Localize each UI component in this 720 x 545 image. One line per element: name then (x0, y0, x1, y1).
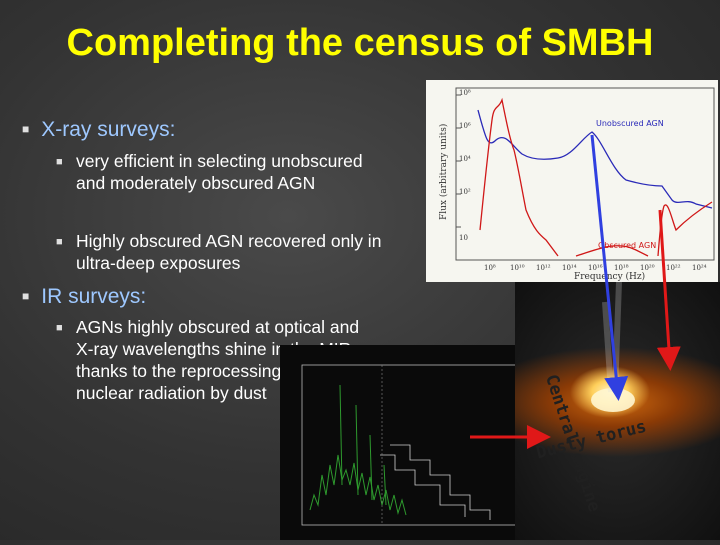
svg-text:10¹⁸: 10¹⁸ (614, 264, 629, 272)
svg-text:10⁶: 10⁶ (459, 122, 471, 130)
spectrum-plot (280, 345, 520, 540)
bullet-square-icon: ■ (56, 236, 63, 248)
svg-text:10⁸: 10⁸ (484, 264, 496, 272)
agn-illustration: Central engine Dusty torus (515, 282, 720, 540)
svg-text:10¹²: 10¹² (536, 264, 551, 272)
ir-item-1: ■ AGNs highly obscured at optical and X-… (56, 317, 360, 403)
bullet-square-icon: ■ (22, 122, 30, 136)
svg-text:10²²: 10²² (666, 264, 681, 272)
svg-text:10²: 10² (459, 188, 471, 196)
legend-obscured: Obscured AGN (598, 241, 656, 250)
sed-ylabel: Flux (arbitrary units) (438, 124, 449, 220)
slide-title: Completing the census of SMBH (66, 22, 654, 64)
svg-text:10¹⁶: 10¹⁶ (588, 264, 603, 272)
bullet-square-icon: ■ (56, 156, 63, 168)
svg-text:10²⁴: 10²⁴ (692, 264, 707, 272)
ir-heading: ■ IR surveys: (22, 285, 147, 308)
svg-text:10⁴: 10⁴ (459, 155, 471, 163)
svg-text:10⁸: 10⁸ (459, 89, 471, 97)
svg-text:10¹⁴: 10¹⁴ (562, 264, 577, 272)
sed-plot: 10⁸ 10⁶ 10⁴ 10² 10 Flux (arbitrary units) … (426, 80, 718, 282)
sed-xlabel: Frequency (Hz) (574, 271, 645, 282)
bullet-square-icon: ■ (56, 322, 63, 334)
bullet-square-icon: ■ (22, 289, 30, 303)
svg-text:10¹⁰: 10¹⁰ (510, 264, 525, 272)
legend-unobscured: Unobscured AGN (596, 119, 664, 128)
xray-item-1: ■ very efficient in selecting unobscured… (56, 151, 363, 193)
xray-heading: ■ X-ray surveys: (22, 118, 176, 141)
xray-item-2: ■ Highly obscured AGN recovered only in … (56, 231, 382, 273)
svg-text:10: 10 (459, 234, 468, 242)
svg-text:10²⁰: 10²⁰ (640, 264, 655, 272)
